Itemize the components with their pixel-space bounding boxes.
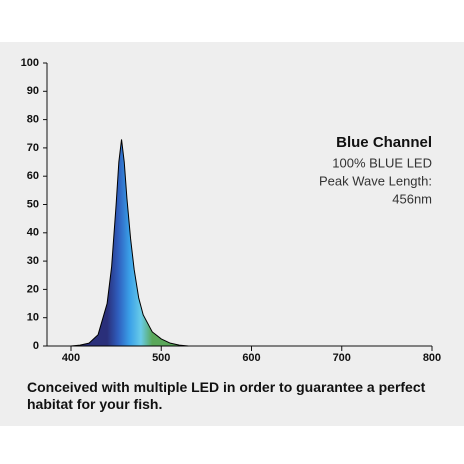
y-tick-label: 20 bbox=[27, 283, 39, 295]
y-tick-label: 70 bbox=[27, 142, 39, 154]
y-tick-label: 80 bbox=[27, 114, 39, 126]
annotation: 100% BLUE LED bbox=[332, 155, 432, 170]
spectrum-area bbox=[70, 139, 189, 347]
y-tick-label: 90 bbox=[27, 85, 39, 97]
x-tick-label: 500 bbox=[152, 352, 170, 364]
y-tick-label: 10 bbox=[27, 312, 39, 324]
annotation-title: Blue Channel bbox=[336, 134, 432, 151]
x-tick-label: 800 bbox=[423, 352, 441, 364]
x-tick-label: 600 bbox=[242, 352, 260, 364]
x-tick-label: 400 bbox=[62, 352, 80, 364]
y-tick-label: 60 bbox=[27, 170, 39, 182]
caption: Conceived with multiple LED in order to … bbox=[27, 379, 426, 412]
y-tick-label: 40 bbox=[27, 227, 39, 239]
y-tick-label: 50 bbox=[27, 198, 39, 210]
y-tick-label: 100 bbox=[21, 57, 39, 69]
annotation: 456nm bbox=[392, 191, 432, 206]
y-tick-label: 0 bbox=[33, 340, 39, 352]
panel bbox=[0, 42, 464, 426]
y-tick-label: 30 bbox=[27, 255, 39, 267]
x-tick-label: 700 bbox=[333, 352, 351, 364]
annotation: Peak Wave Length: bbox=[319, 173, 432, 188]
